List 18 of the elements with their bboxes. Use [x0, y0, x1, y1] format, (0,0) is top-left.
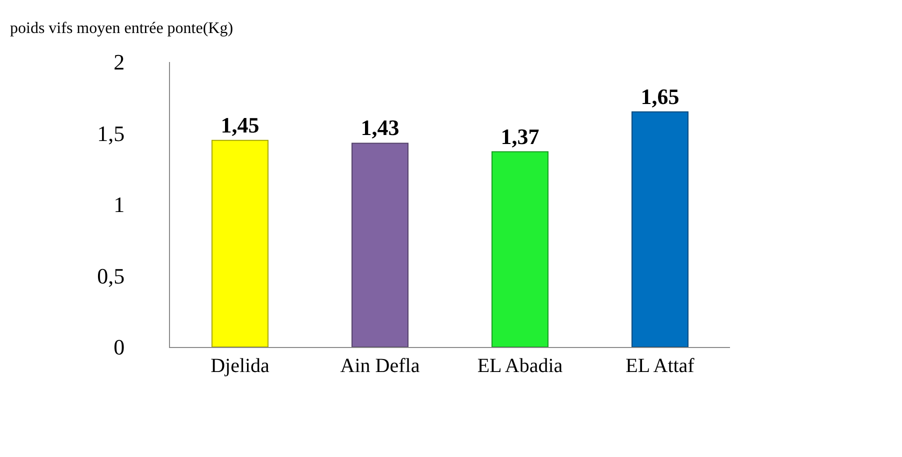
data-label: 1,43	[360, 115, 400, 140]
x-tick-label: EL Attaf	[626, 355, 695, 377]
y-tick-label: 0,5	[97, 263, 125, 288]
x-tick-label: Djelida	[210, 355, 270, 377]
y-axis-title: poids vifs moyen entrée ponte(Kg)	[10, 20, 234, 37]
y-tick-label: 1	[114, 192, 125, 218]
data-label: 1,65	[640, 84, 680, 109]
data-label: 1,45	[220, 112, 260, 138]
bar	[632, 111, 688, 347]
bar	[212, 140, 268, 347]
y-tick-label: 0	[114, 334, 125, 360]
bar	[352, 142, 408, 347]
bar	[492, 151, 548, 347]
y-tick-label: 2	[114, 50, 125, 75]
x-tick-label: Ain Defla	[340, 355, 420, 377]
x-tick-label: EL Abadia	[477, 355, 563, 377]
y-tick-label: 1,5	[97, 120, 125, 146]
data-label: 1,37	[500, 124, 540, 149]
